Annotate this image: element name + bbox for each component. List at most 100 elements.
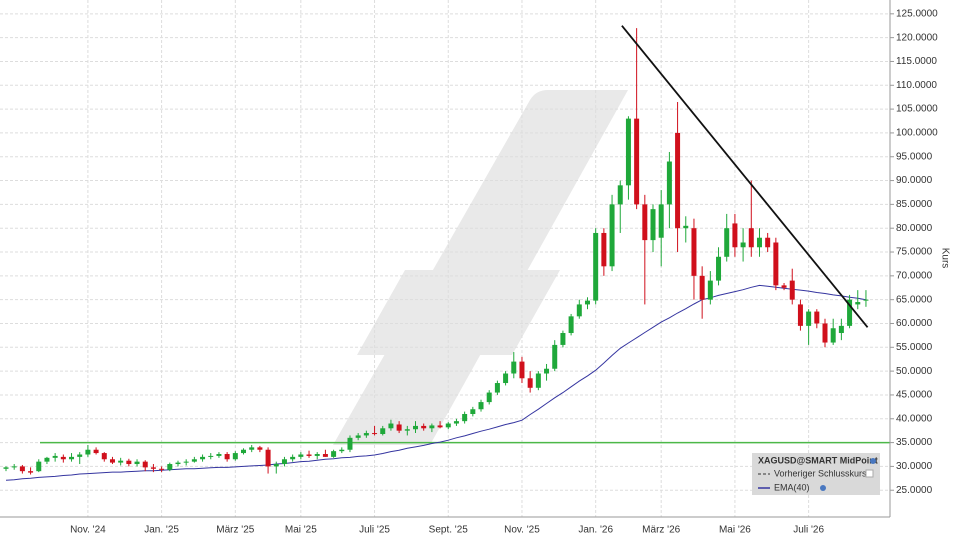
y-tick-label: 115.0000 <box>896 56 937 67</box>
y-tick-label: 70.0000 <box>896 270 933 281</box>
candle-body <box>503 373 509 384</box>
y-tick-label: 75.0000 <box>896 247 933 258</box>
x-tick-label: Mai '25 <box>285 525 317 536</box>
candle-body <box>167 464 173 470</box>
legend-icon <box>870 458 876 464</box>
candle-body <box>101 453 107 460</box>
candle-body <box>183 461 189 463</box>
candle-body <box>36 461 42 472</box>
candle-body <box>216 454 222 456</box>
candle-body <box>273 464 279 467</box>
y-tick-label: 50.0000 <box>896 366 933 377</box>
y-tick-label: 30.0000 <box>896 461 933 472</box>
y-tick-label: 85.0000 <box>896 199 933 210</box>
candle-body <box>716 256 722 281</box>
candle-body <box>249 447 255 450</box>
candle-body <box>298 454 304 457</box>
candle-body <box>69 456 75 460</box>
candle-body <box>134 461 140 465</box>
y-tick-label: 95.0000 <box>896 151 933 162</box>
candle-body <box>232 453 238 460</box>
candle-body <box>650 209 656 241</box>
candle-body <box>396 424 402 431</box>
candle-body <box>52 455 58 458</box>
candle-body <box>453 421 459 424</box>
candle-body <box>363 433 369 436</box>
candle-body <box>724 228 730 257</box>
candle-body <box>765 237 771 248</box>
candle-body <box>781 285 787 288</box>
candle-body <box>28 471 34 473</box>
x-tick-label: Jan. '25 <box>144 525 179 536</box>
x-tick-label: Nov. '25 <box>504 525 540 536</box>
candle-body <box>748 228 754 248</box>
candle-body <box>609 204 615 267</box>
candle-body <box>265 449 271 467</box>
y-tick-label: 40.0000 <box>896 413 933 424</box>
watermark <box>333 90 628 445</box>
candle-body <box>568 316 574 334</box>
candle-body <box>208 455 214 457</box>
ema-line <box>5 284 866 481</box>
candle-body <box>486 392 492 403</box>
candle-body <box>429 425 435 429</box>
x-tick-label: Mai '26 <box>719 525 751 536</box>
candle-body <box>560 333 566 345</box>
candle-body <box>519 361 525 379</box>
marks <box>3 25 890 481</box>
candle-body <box>625 118 631 186</box>
candle-body <box>380 428 386 435</box>
candle-body <box>683 225 689 229</box>
y-tick-label: 110.0000 <box>896 80 937 91</box>
y-tick-label: 125.0000 <box>896 8 938 19</box>
y-tick-label: 80.0000 <box>896 223 933 234</box>
candle-body <box>355 435 361 438</box>
y-axis-label: Kurs <box>939 248 950 269</box>
candle-body <box>838 325 844 334</box>
y-tick-label: 120.0000 <box>896 32 938 43</box>
candle-body <box>159 468 165 470</box>
candle-body <box>257 447 263 450</box>
candle-body <box>699 275 705 300</box>
candle-body <box>19 466 25 472</box>
candle-body <box>806 311 812 326</box>
y-tick-label: 90.0000 <box>896 175 933 186</box>
candle-body <box>44 457 50 462</box>
watermark-shape <box>357 270 560 355</box>
x-tick-label: Nov. '24 <box>70 525 106 536</box>
candle-body <box>126 460 132 465</box>
candle-body <box>617 185 623 205</box>
candle-body <box>814 311 820 324</box>
candle-body <box>314 454 320 456</box>
candle-body <box>200 456 206 460</box>
candle-body <box>773 242 779 286</box>
candle-body <box>740 242 746 248</box>
candle-body <box>347 437 353 450</box>
candle-body <box>388 423 394 429</box>
candle-body <box>150 467 156 469</box>
candle-body <box>331 451 337 457</box>
candle-body <box>634 118 640 205</box>
y-tick-label: 100.0000 <box>896 128 938 139</box>
legend: XAGUSD@SMART MidPoint Vorheriger Schlussk… <box>752 453 880 495</box>
candle-body <box>175 462 181 465</box>
candle-body <box>3 467 9 469</box>
candle-body <box>191 459 197 462</box>
candle-body <box>322 454 328 457</box>
candle-body <box>756 237 762 248</box>
candle-body <box>413 425 418 430</box>
candle-body <box>241 449 247 454</box>
candle-body <box>691 228 697 276</box>
candle-body <box>224 454 230 460</box>
candle-body <box>478 402 484 410</box>
y-tick-label: 25.0000 <box>896 485 933 496</box>
candle-body <box>797 304 803 326</box>
candle-body <box>675 132 681 229</box>
candle-body <box>306 454 312 456</box>
candle-body <box>707 280 713 300</box>
candle-body <box>470 409 476 415</box>
candle-body <box>404 429 410 431</box>
y-tick-label: 105.0000 <box>896 104 938 115</box>
trendline <box>621 25 869 328</box>
candle-body <box>552 344 558 369</box>
